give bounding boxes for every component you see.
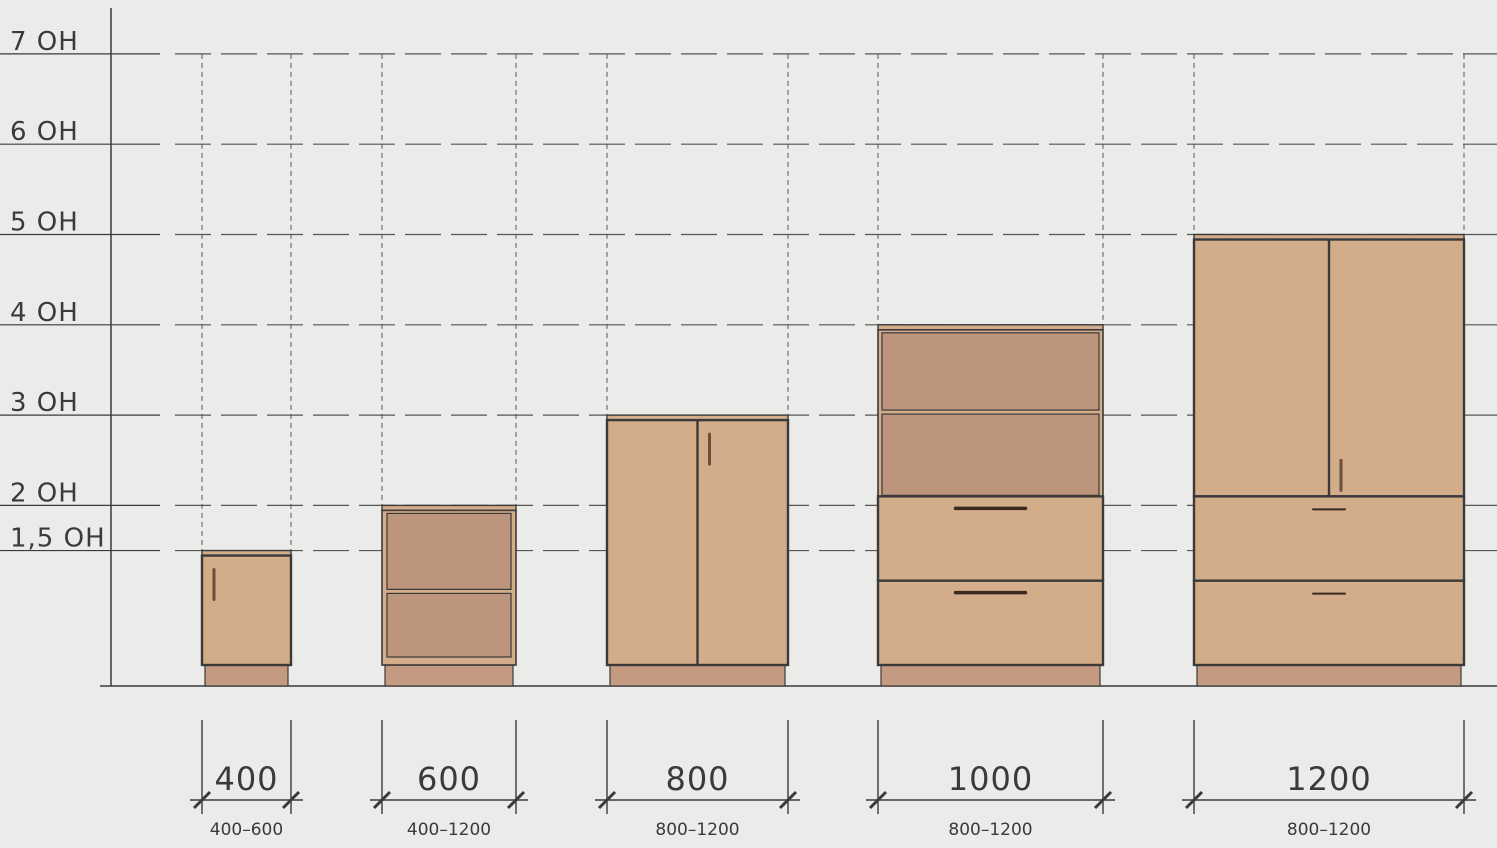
plinth — [204, 664, 289, 687]
plinth — [384, 664, 514, 687]
plinth — [609, 664, 786, 687]
cabinet-c400 — [200, 549, 293, 687]
dimension-tick — [281, 790, 301, 810]
range-label-c600: 400–1200 — [407, 820, 491, 840]
dimension-tick — [1093, 790, 1113, 810]
dimension-c600: 600 400–1200 — [370, 720, 528, 840]
dimension-row: 400 400–600 600 400–1200 800 800–1200 1000 800–… — [190, 720, 1476, 840]
width-label-c1000: 1000 — [948, 760, 1033, 798]
cabinet-c600 — [381, 504, 517, 687]
level-label-5oh: 5 OH — [10, 208, 79, 238]
level-label-3oh: 3 OH — [10, 388, 79, 418]
dimension-c800: 800 800–1200 — [595, 720, 800, 840]
cabinet-c1000 — [876, 324, 1105, 687]
dimension-tick — [506, 790, 526, 810]
width-label-c1200: 1200 — [1286, 760, 1371, 798]
shelf-opening — [881, 332, 1100, 411]
dimension-c1000: 1000 800–1200 — [866, 720, 1115, 840]
level-label-2oh: 2 OH — [10, 478, 79, 508]
drawer-front — [1192, 495, 1466, 582]
dimension-tick — [778, 790, 798, 810]
dimension-tick — [597, 790, 617, 810]
level-label-6oh: 6 OH — [10, 117, 79, 147]
level-label-4oh: 4 OH — [10, 298, 79, 328]
door-panel — [200, 554, 293, 667]
level-label-7oh: 7 OH — [10, 27, 79, 57]
dimension-c400: 400 400–600 — [190, 720, 303, 840]
dimension-tick — [1454, 790, 1474, 810]
drawer-front — [1192, 579, 1466, 667]
range-label-c1200: 800–1200 — [1287, 820, 1371, 840]
dimension-tick — [372, 790, 392, 810]
cabinet-c800 — [605, 414, 790, 687]
dimension-c1200: 1200 800–1200 — [1182, 720, 1476, 840]
level-label-15oh: 1,5 OH — [10, 524, 106, 554]
shelf-opening — [386, 592, 512, 658]
shelf-opening — [386, 512, 512, 591]
level-markers: 7 OH 6 OH 5 OH 4 OH 3 OH 2 OH 1,5 OH — [0, 8, 1497, 687]
dimension-tick — [1184, 790, 1204, 810]
cabinet-row — [200, 233, 1466, 687]
range-label-c1000: 800–1200 — [948, 820, 1032, 840]
drawer-front — [876, 579, 1105, 667]
range-label-c800: 800–1200 — [655, 820, 739, 840]
plinth — [880, 664, 1101, 687]
plinth — [1196, 664, 1462, 687]
width-label-c400: 400 — [214, 760, 278, 798]
dimension-tick — [192, 790, 212, 810]
dimension-tick — [868, 790, 888, 810]
range-label-c400: 400–600 — [210, 820, 283, 840]
shelf-opening — [881, 413, 1100, 496]
width-label-c600: 600 — [417, 760, 481, 798]
width-label-c800: 800 — [665, 760, 729, 798]
cabinet-c1200 — [1192, 233, 1466, 687]
